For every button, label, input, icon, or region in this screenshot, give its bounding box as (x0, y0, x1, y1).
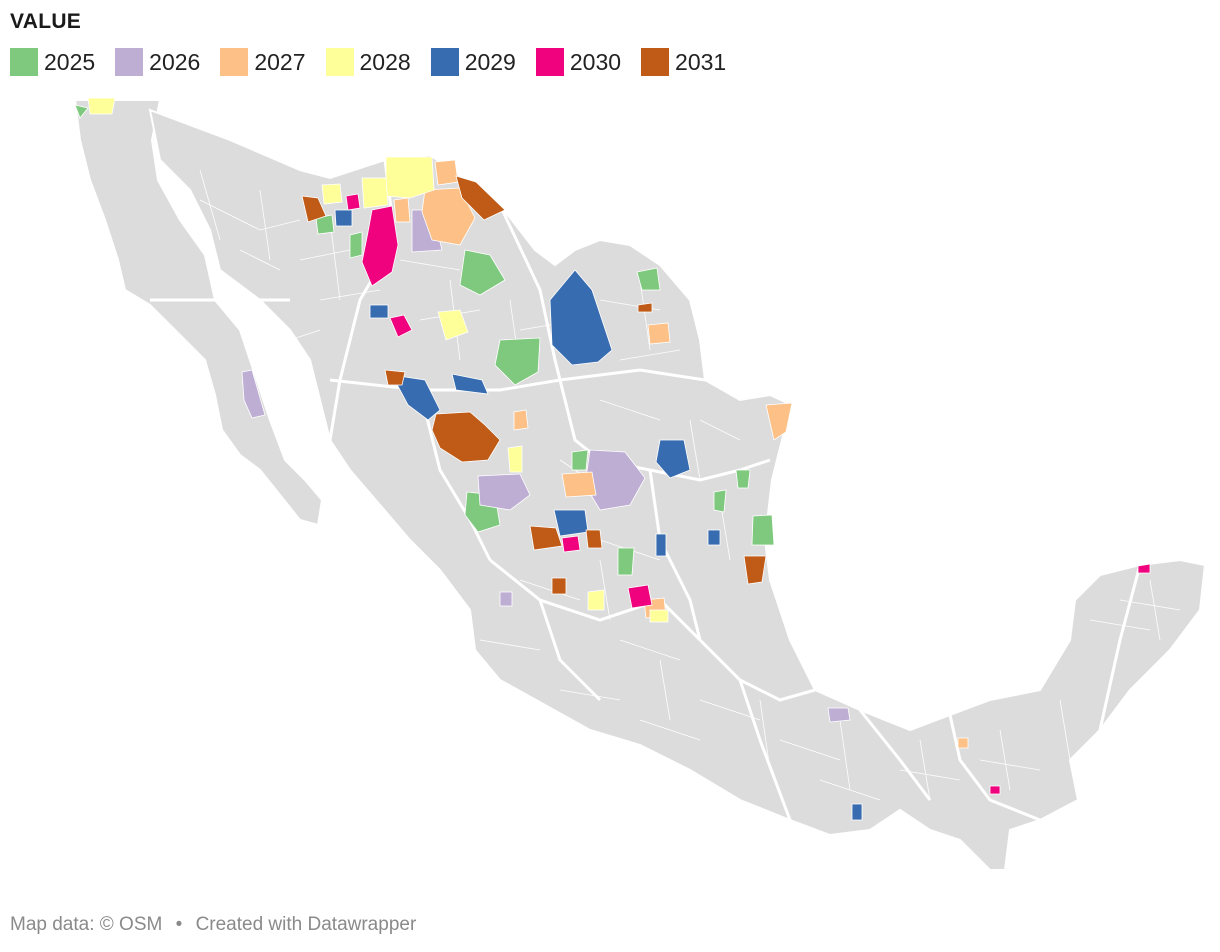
municipality[interactable] (87, 97, 116, 115)
legend-label: 2026 (149, 48, 201, 75)
municipality[interactable] (391, 374, 441, 421)
municipality[interactable] (617, 547, 635, 576)
municipality[interactable] (561, 535, 581, 553)
municipality[interactable] (315, 214, 335, 235)
municipality[interactable] (345, 193, 361, 211)
legend-swatch (325, 48, 354, 76)
attribution-text: Map data: © OSM (10, 914, 163, 935)
legend-label: 2030 (569, 48, 622, 75)
municipality[interactable] (553, 509, 589, 537)
mainland-region[interactable] (148, 108, 1207, 871)
municipality[interactable] (451, 373, 489, 395)
municipality[interactable] (393, 197, 411, 223)
credit-link[interactable]: Created with Datawrapper (195, 914, 417, 935)
legend-label: 2027 (254, 48, 306, 75)
municipality[interactable] (549, 269, 613, 366)
state-borders (150, 159, 1161, 822)
municipality[interactable] (743, 555, 767, 585)
municipality[interactable] (551, 577, 567, 595)
footer: Map data: © OSM • Created with Datawrapp… (10, 914, 424, 936)
legend-label: 2025 (44, 48, 96, 75)
municipality[interactable] (989, 785, 1001, 795)
municipality[interactable] (499, 591, 513, 607)
municipality[interactable] (957, 737, 969, 749)
legend-item-2029[interactable]: 2029 (430, 48, 516, 76)
municipality[interactable] (477, 473, 531, 511)
municipality[interactable] (434, 159, 459, 186)
municipality[interactable] (384, 369, 406, 386)
municipality[interactable] (241, 369, 266, 419)
legend-swatch (535, 48, 564, 76)
municipality[interactable] (494, 337, 541, 386)
municipality[interactable] (507, 445, 523, 473)
highlighted-municipalities (74, 97, 1151, 821)
municipality[interactable] (459, 249, 506, 296)
municipality[interactable] (513, 409, 529, 431)
footer-separator: • (175, 914, 183, 935)
legend-swatch (115, 48, 144, 76)
municipality[interactable] (647, 322, 671, 345)
municipality[interactable] (735, 469, 751, 489)
legend-title: VALUE (10, 10, 82, 33)
map-base (73, 99, 1207, 871)
municipality[interactable] (361, 177, 389, 209)
municipality[interactable] (851, 803, 863, 821)
municipality[interactable] (389, 314, 413, 338)
legend-swatch (430, 48, 459, 76)
municipality[interactable] (529, 525, 563, 551)
municipality[interactable] (455, 175, 506, 221)
municipality[interactable] (627, 584, 653, 609)
municipality[interactable] (385, 156, 435, 199)
municipality[interactable] (561, 471, 597, 498)
municipality[interactable] (1137, 563, 1151, 574)
municipality[interactable] (827, 707, 851, 723)
legend-item-2030[interactable]: 2030 (535, 48, 622, 76)
municipality[interactable] (713, 489, 727, 513)
municipality[interactable] (437, 309, 469, 341)
municipality[interactable] (636, 267, 661, 291)
municipality[interactable] (301, 195, 327, 223)
municipal-borders (199, 169, 1181, 801)
municipality[interactable] (321, 183, 343, 205)
municipality[interactable] (74, 104, 89, 119)
municipality[interactable] (349, 231, 363, 259)
municipality[interactable] (571, 449, 589, 471)
municipality[interactable] (655, 439, 691, 479)
municipality[interactable] (751, 514, 775, 546)
legend-item-2031[interactable]: 2031 (641, 48, 726, 76)
municipality[interactable] (587, 589, 605, 611)
municipality[interactable] (585, 529, 603, 549)
legend-item-2027[interactable]: 2027 (220, 48, 306, 76)
legend-label: 2028 (359, 48, 411, 75)
municipality[interactable] (765, 402, 793, 441)
baja-california-region[interactable] (73, 99, 324, 527)
legend-item-2025[interactable]: 2025 (10, 48, 95, 76)
municipality[interactable] (649, 609, 669, 623)
legend-item-2028[interactable]: 2028 (325, 48, 411, 76)
municipality[interactable] (369, 304, 389, 319)
legend-item-2026[interactable]: 2026 (115, 48, 200, 76)
legend-swatch (220, 48, 249, 76)
legend-swatch (10, 48, 38, 76)
legend-swatch (641, 48, 670, 76)
mexico-map[interactable] (0, 95, 1220, 885)
municipality[interactable] (361, 205, 399, 287)
legend-label: 2029 (464, 48, 516, 75)
legend-label: 2031 (675, 48, 727, 75)
legend: 2025 2026 2027 2028 2029 2030 2031 (10, 48, 746, 76)
municipality[interactable] (655, 533, 667, 557)
municipality[interactable] (637, 302, 653, 313)
municipality[interactable] (334, 209, 353, 227)
municipality[interactable] (707, 529, 721, 546)
municipality[interactable] (431, 411, 501, 463)
